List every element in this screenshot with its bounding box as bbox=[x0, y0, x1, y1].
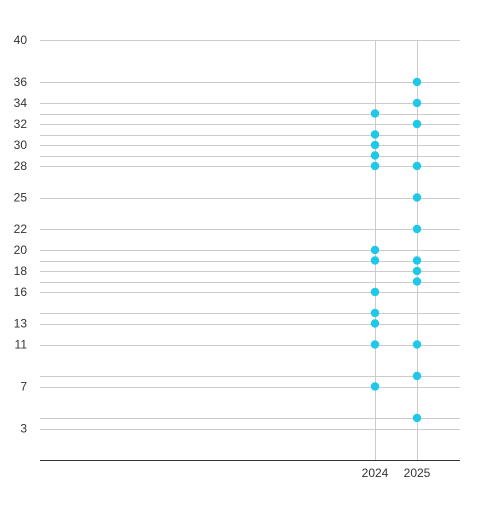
y-tick-label: 36 bbox=[14, 75, 28, 89]
y-tick-label: 3 bbox=[20, 422, 27, 436]
y-tick-label: 40 bbox=[14, 33, 28, 47]
data-point[interactable] bbox=[370, 340, 380, 349]
y-tick-labels: 3 7 11 13 16 18 20 22 25 28 30 32 34 36 40 bbox=[14, 33, 28, 436]
y-tick-label: 7 bbox=[20, 380, 27, 394]
data-point[interactable] bbox=[370, 109, 380, 118]
data-points bbox=[370, 77, 422, 423]
data-point[interactable] bbox=[370, 245, 380, 255]
y-tick-label: 16 bbox=[14, 285, 28, 299]
gridlines bbox=[40, 40, 460, 430]
data-point[interactable] bbox=[412, 371, 422, 381]
data-point[interactable] bbox=[370, 308, 380, 318]
y-tick-label: 22 bbox=[14, 222, 28, 236]
data-point[interactable] bbox=[370, 287, 380, 297]
data-point[interactable] bbox=[412, 340, 422, 349]
data-point[interactable] bbox=[412, 98, 422, 108]
y-tick-label: 20 bbox=[14, 243, 28, 257]
x-tick-label: 2025 bbox=[404, 466, 431, 480]
y-tick-label: 32 bbox=[14, 117, 28, 131]
y-tick-label: 34 bbox=[14, 96, 28, 110]
data-point[interactable] bbox=[412, 413, 422, 423]
y-tick-label: 18 bbox=[14, 264, 28, 278]
data-point[interactable] bbox=[412, 224, 422, 234]
data-point[interactable] bbox=[370, 130, 380, 139]
data-point[interactable] bbox=[370, 140, 380, 150]
y-tick-label: 28 bbox=[14, 159, 28, 173]
data-point[interactable] bbox=[412, 266, 422, 276]
data-point[interactable] bbox=[370, 151, 380, 160]
data-point[interactable] bbox=[370, 319, 380, 328]
y-tick-label: 11 bbox=[15, 338, 28, 352]
data-point[interactable] bbox=[412, 161, 422, 171]
y-tick-label: 30 bbox=[14, 138, 28, 152]
data-point[interactable] bbox=[412, 119, 422, 129]
x-tick-label: 2024 bbox=[362, 466, 389, 480]
data-point[interactable] bbox=[412, 277, 422, 286]
data-point[interactable] bbox=[370, 256, 380, 265]
data-point[interactable] bbox=[370, 382, 380, 391]
data-point[interactable] bbox=[412, 193, 422, 202]
data-point[interactable] bbox=[370, 161, 380, 171]
y-tick-label: 13 bbox=[14, 317, 28, 331]
y-tick-label: 25 bbox=[14, 191, 28, 205]
x-tick-labels: 2024 2025 bbox=[362, 466, 431, 480]
data-point[interactable] bbox=[412, 256, 422, 265]
data-point[interactable] bbox=[412, 77, 422, 87]
